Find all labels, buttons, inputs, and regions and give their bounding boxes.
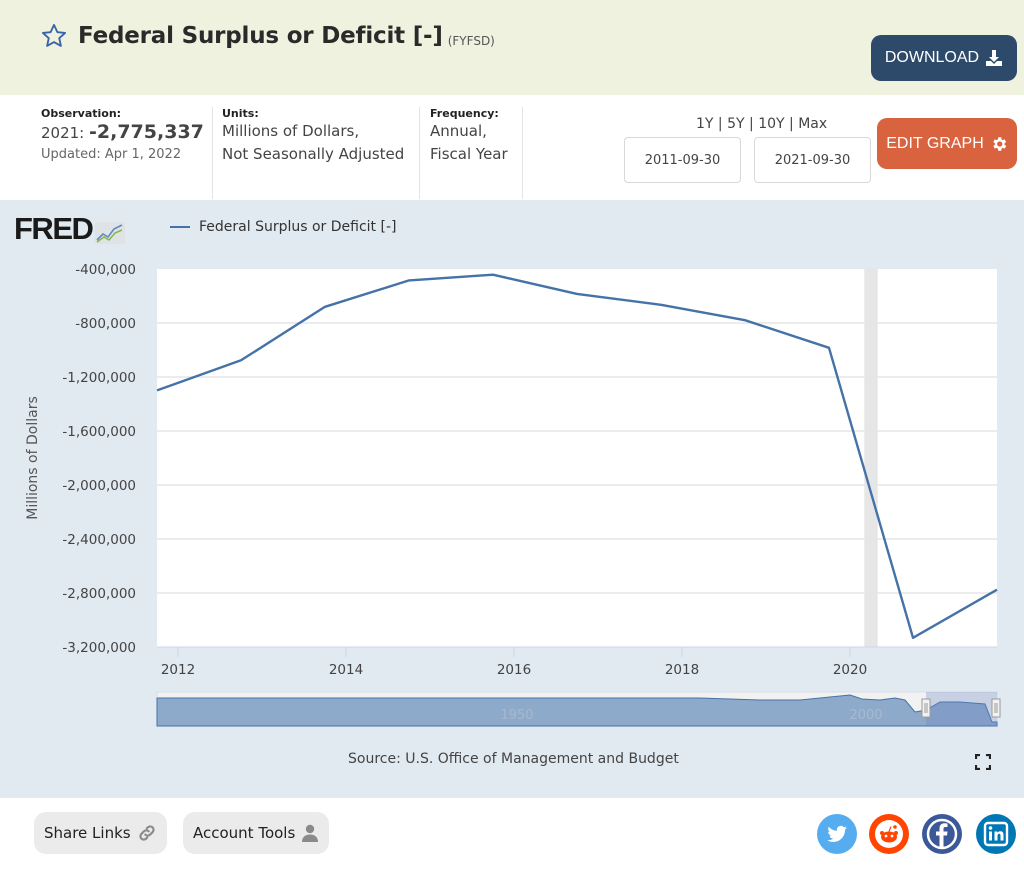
fred-chart-icon [95, 222, 126, 244]
legend-label: Federal Surplus or Deficit [-] [199, 219, 397, 235]
range-separator: | [789, 116, 794, 132]
frequency-label: Frequency: [430, 107, 499, 120]
user-icon [302, 824, 319, 842]
divider [522, 107, 523, 199]
page-footer: Share Links Account Tools [0, 798, 1024, 874]
observation-label: Observation: [41, 107, 122, 120]
y-axis-label: Millions of Dollars [25, 396, 41, 520]
download-icon [986, 50, 1003, 66]
frequency-line2: Fiscal Year [430, 145, 508, 163]
navigator-label: 1950 [500, 708, 533, 723]
frequency-line1: Annual, [430, 122, 487, 140]
range-separator: | [749, 116, 754, 132]
legend-swatch [170, 225, 190, 229]
x-tick-label: 2012 [161, 662, 195, 678]
title-block: Federal Surplus or Deficit [-] (FYFSD) [40, 22, 495, 50]
recession-shade [864, 269, 878, 647]
share-links-button[interactable]: Share Links [34, 812, 167, 854]
edit-graph-button[interactable]: EDIT GRAPH [877, 118, 1017, 169]
linkedin-icon [983, 821, 1009, 847]
x-tick-label: 2018 [665, 662, 699, 678]
chart-source: Source: U.S. Office of Management and Bu… [348, 751, 679, 767]
end-date-input[interactable]: 2021-09-30 [754, 137, 871, 183]
plot-background [157, 269, 997, 647]
share-links-label: Share Links [44, 824, 131, 842]
navigator-handle[interactable] [921, 698, 931, 718]
star-outline-icon[interactable] [40, 22, 68, 50]
observation-block: Observation: 2021: -2,775,337 Updated: A… [41, 107, 204, 162]
series-id: (FYFSD) [447, 33, 495, 48]
facebook-share-button[interactable] [922, 814, 962, 854]
y-tick-label: -1,200,000 [62, 370, 136, 386]
page-title: Federal Surplus or Deficit [-] [78, 23, 443, 49]
divider [419, 107, 420, 199]
edit-graph-label: EDIT GRAPH [886, 134, 984, 152]
account-tools-label: Account Tools [193, 824, 296, 842]
y-tick-label: -3,200,000 [62, 640, 136, 656]
divider [212, 107, 213, 199]
account-tools-button[interactable]: Account Tools [183, 812, 330, 854]
observation-value: -2,775,337 [89, 121, 204, 143]
y-tick-label: -800,000 [75, 316, 136, 332]
range-10y[interactable]: 10Y [758, 116, 785, 132]
range-1y[interactable]: 1Y [696, 116, 714, 132]
units-label: Units: [222, 107, 259, 120]
fred-logo-text: FRED [14, 211, 94, 246]
start-date-input[interactable]: 2011-09-30 [624, 137, 741, 183]
y-tick-label: -400,000 [75, 262, 136, 278]
navigator-selection [926, 692, 997, 726]
plot-area: -400,000 -800,000 -1,200,000 -1,600,000 -2,0… [25, 262, 1001, 727]
x-tick-label: 2020 [833, 662, 867, 678]
units-line1: Millions of Dollars, [222, 122, 360, 140]
reddit-share-button[interactable] [869, 814, 909, 854]
frequency-block: Frequency: Annual, Fiscal Year [430, 107, 508, 166]
y-tick-label: -2,000,000 [62, 478, 136, 494]
page-header: Federal Surplus or Deficit [-] (FYFSD) D… [0, 0, 1024, 95]
download-button[interactable]: DOWNLOAD [871, 35, 1017, 81]
y-tick-label: -2,800,000 [62, 586, 136, 602]
units-block: Units: Millions of Dollars, Not Seasonal… [222, 107, 404, 166]
units-line2: Not Seasonally Adjusted [222, 145, 405, 163]
range-max[interactable]: Max [798, 116, 828, 132]
facebook-icon [926, 818, 958, 850]
link-icon [138, 825, 155, 841]
range-separator: | [717, 116, 723, 132]
y-tick-label: -2,400,000 [62, 532, 136, 548]
navigator-handle[interactable] [991, 698, 1001, 718]
twitter-share-button[interactable] [817, 814, 857, 854]
twitter-icon [827, 825, 847, 842]
observation-date: 2021: [41, 124, 85, 142]
navigator-series [156, 694, 998, 727]
updated-date: Updated: Apr 1, 2022 [41, 147, 182, 162]
download-label: DOWNLOAD [884, 49, 980, 66]
range-5y[interactable]: 5Y [727, 116, 745, 132]
chart-container: -400,000 -800,000 -1,200,000 -1,600,000 -2,0… [0, 200, 1024, 798]
linkedin-share-button[interactable] [976, 814, 1016, 854]
fred-logo: FRED [14, 211, 126, 246]
reddit-icon [875, 820, 903, 848]
navigator-label: 2000 [849, 708, 882, 723]
x-tick-label: 2016 [497, 662, 531, 678]
x-tick-label: 2014 [329, 662, 363, 678]
chart-svg: -400,000 -800,000 -1,200,000 -1,600,000 -2,0… [25, 262, 1001, 727]
fullscreen-icon[interactable] [975, 754, 991, 770]
gear-icon [993, 136, 1006, 151]
y-tick-label: -1,600,000 [62, 424, 136, 440]
range-selector: 1Y | 5Y | 10Y | Max [696, 116, 827, 132]
chart-legend: Federal Surplus or Deficit [-] [170, 219, 396, 235]
